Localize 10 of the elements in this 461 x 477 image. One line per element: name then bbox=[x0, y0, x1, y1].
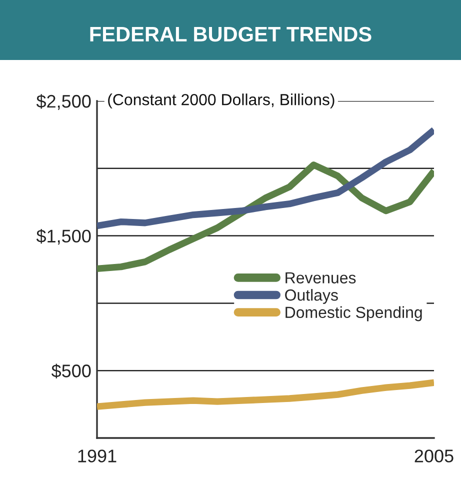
chart-subtitle: (Constant 2000 Dollars, Billions) bbox=[108, 94, 334, 108]
x-tick-label: 2005 bbox=[414, 450, 454, 462]
y-tick-label: $500 bbox=[51, 364, 91, 378]
y-tick-label: $2,500 bbox=[36, 94, 91, 110]
legend-label: Outlays bbox=[285, 289, 338, 304]
y-tick-label: $1,500 bbox=[36, 228, 91, 245]
chart-title: FEDERAL BUDGET TRENDS bbox=[90, 26, 372, 42]
x-tick-label: 1991 bbox=[78, 450, 116, 462]
legend-label: Revenues bbox=[286, 272, 356, 284]
legend-label: Domestic Spending bbox=[286, 306, 422, 322]
